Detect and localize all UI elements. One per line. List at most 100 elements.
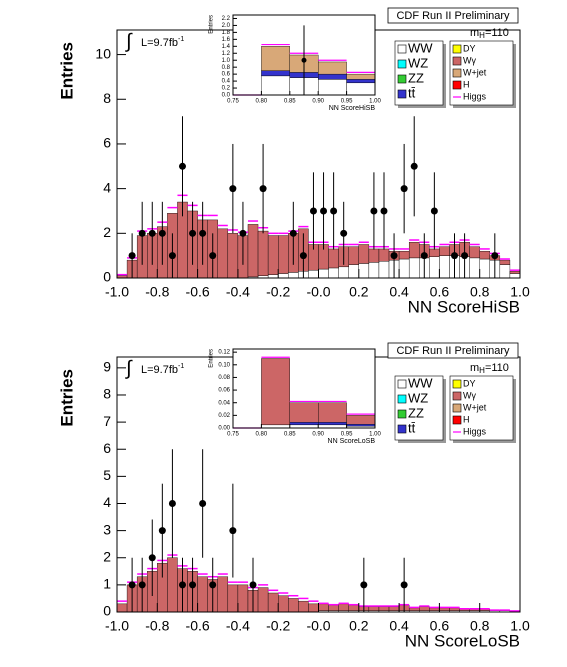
y-tick-label: 4 [103, 494, 111, 510]
data-point [360, 581, 368, 589]
legend-marker [452, 415, 462, 425]
y-tick-label: 0.08 [218, 375, 230, 381]
y-tick-label: 0 [103, 269, 111, 285]
y-tick-label: 0.06 [218, 388, 230, 394]
x-axis-label: NN ScoreLoSB [405, 631, 520, 650]
stack-bar [479, 258, 490, 279]
data-point [128, 581, 136, 589]
stack-bar [439, 607, 450, 611]
data-point [400, 185, 408, 193]
x-tick-label: -0.6 [186, 284, 210, 300]
x-tick-label: -0.6 [186, 618, 210, 634]
x-tick-label: 0.80 [256, 99, 268, 105]
data-point [410, 162, 418, 170]
y-axis-label: Entries [57, 369, 76, 427]
legend-marker [397, 44, 407, 54]
y-tick-label: 0.8 [222, 65, 231, 71]
stack-bar [257, 230, 269, 276]
data-point [138, 581, 146, 589]
mass-m: m [470, 27, 479, 39]
stack-bar [499, 264, 511, 279]
data-point [239, 229, 247, 237]
lumi-sup: -1 [178, 363, 184, 370]
legend-label: WZ [408, 55, 428, 70]
header-box [387, 7, 519, 24]
y-tick-label: 8 [103, 386, 111, 402]
x-axis-label: NN ScoreHiSB [408, 297, 520, 316]
y-tick-label: 6 [103, 135, 111, 151]
x-tick-label: -0.2 [266, 618, 290, 634]
stack-bar [267, 592, 279, 613]
legend-marker [452, 379, 462, 389]
stack-bar [388, 606, 400, 611]
header: CDF Run II Preliminary [396, 345, 510, 357]
y-tick-label: 0.00 [218, 426, 230, 432]
legend-label: Higgs [463, 426, 487, 436]
legend-label: Higgs [463, 91, 487, 101]
legend-label: ZZ [408, 70, 424, 85]
stack-bar [267, 235, 279, 275]
stack-bar [408, 242, 420, 259]
stack-bar [509, 271, 521, 274]
stack-bar [368, 248, 380, 263]
data-point [320, 207, 328, 215]
x-axis-label: NN ScoreLoSB [328, 438, 376, 445]
stack-bar [346, 415, 376, 425]
x-tick-label: -1.0 [105, 284, 129, 300]
stack-bar [318, 422, 347, 426]
data-point [229, 185, 237, 193]
x-tick-label: 1.0 [510, 284, 530, 300]
y-tick-label: 2.0 [222, 23, 231, 29]
y-tick-label: 5 [103, 467, 111, 483]
lumi-text: L=9.7fb [141, 364, 178, 376]
x-tick-label: -0.4 [226, 284, 250, 300]
data-point [168, 252, 176, 260]
data-point [461, 252, 469, 260]
mass-sub: H [479, 366, 485, 375]
x-tick-label: 0.95 [341, 432, 353, 438]
y-axis-label: Entries [209, 15, 215, 34]
x-tick-label: 0.6 [430, 618, 450, 634]
data-point [229, 527, 237, 535]
stack-bar [328, 605, 339, 611]
data-point [299, 252, 307, 260]
data-point [148, 229, 156, 237]
data-point [390, 252, 398, 260]
stack-bar [318, 73, 347, 80]
stack-bar [378, 261, 390, 279]
data-point [309, 207, 317, 215]
x-tick-label: -0.0 [306, 618, 330, 634]
x-tick-label: 1.00 [369, 432, 381, 438]
data-point [148, 554, 156, 562]
stack-bar [429, 256, 440, 279]
lumi-symbol: ∫ [125, 30, 133, 52]
data-point [330, 207, 338, 215]
y-tick-label: 1.4 [222, 44, 231, 50]
stack-bar [261, 75, 290, 96]
stack-bar [346, 79, 376, 84]
stack-bar [398, 258, 410, 279]
stack-bar [419, 606, 430, 611]
y-tick-label: 0.10 [218, 362, 230, 368]
stack-bar [217, 228, 229, 279]
y-tick-label: 8 [103, 90, 111, 106]
x-tick-label: 0.90 [312, 99, 324, 105]
mass-label: mH=110 [470, 362, 509, 375]
x-tick-label: -1.0 [105, 618, 129, 634]
stack-bar [289, 422, 319, 426]
x-tick-label: 0.4 [389, 618, 409, 634]
stack-bar [338, 266, 349, 279]
stack-bar [358, 244, 370, 264]
stack-bar [257, 587, 269, 613]
stack-bar [318, 268, 329, 279]
legend-marker [452, 44, 462, 54]
stack-bar [346, 82, 376, 96]
data-point [178, 581, 186, 589]
y-tick-label: 2 [103, 224, 111, 240]
y-tick-label: 3 [103, 521, 111, 537]
stack-bar [318, 79, 347, 96]
stack-bar [278, 595, 289, 613]
stack-bar [167, 557, 178, 613]
legend-marker [397, 379, 407, 389]
y-tick-label: 0 [103, 603, 111, 619]
